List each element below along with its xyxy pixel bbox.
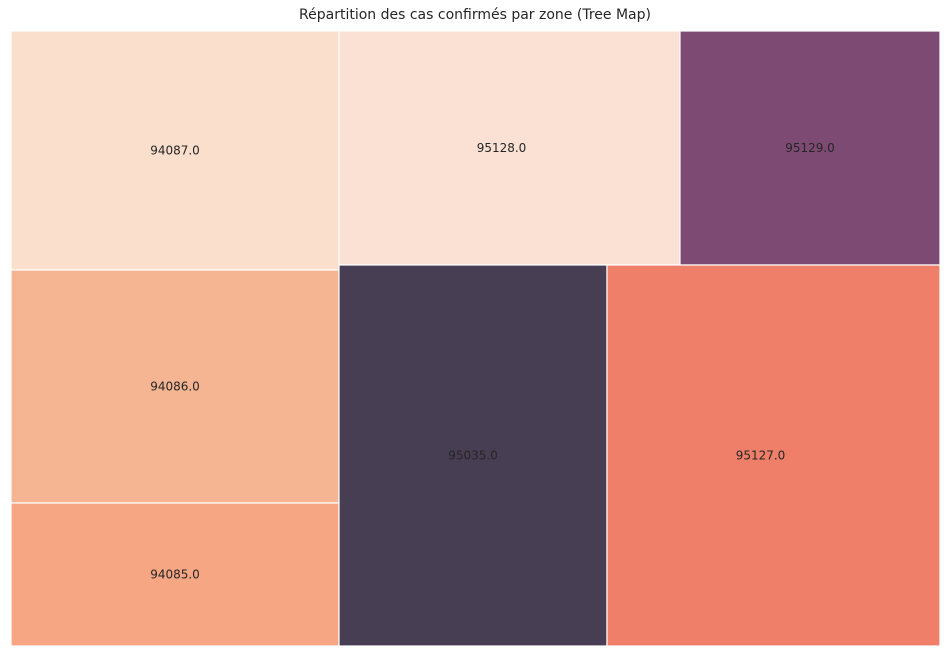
treemap-cell-label: 95127.0 (736, 449, 786, 463)
treemap-cell-label: 94086.0 (150, 380, 200, 394)
treemap-cell-95035-0 (338, 264, 608, 647)
chart-title: Répartition des cas confirmés par zone (… (299, 7, 651, 23)
treemap-cell-94085-0 (10, 502, 340, 647)
treemap-cell-95127-0 (606, 264, 941, 647)
treemap-cell-label: 95128.0 (477, 141, 527, 155)
treemap-cell-label: 95035.0 (448, 449, 498, 463)
treemap-cell-label: 95129.0 (785, 141, 835, 155)
treemap-cell-label: 94087.0 (150, 144, 200, 158)
treemap-cell-label: 94085.0 (150, 568, 200, 582)
treemap-cell-94087-0 (10, 30, 340, 271)
treemap-cell-95129-0 (679, 30, 941, 266)
